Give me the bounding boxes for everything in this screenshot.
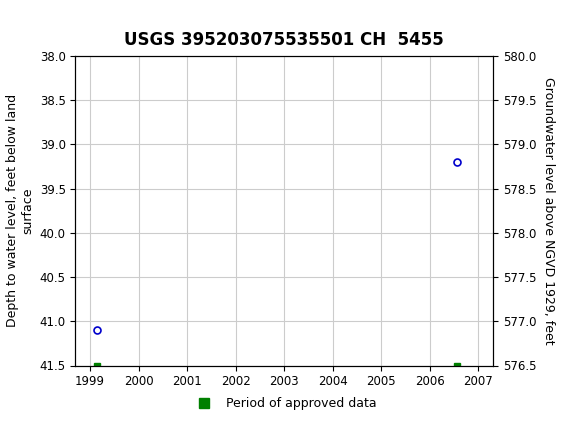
Title: USGS 395203075535501 CH  5455: USGS 395203075535501 CH 5455 (124, 31, 444, 49)
Y-axis label: Groundwater level above NGVD 1929, feet: Groundwater level above NGVD 1929, feet (542, 77, 555, 344)
Text: ▒USGS: ▒USGS (12, 9, 66, 30)
Y-axis label: Depth to water level, feet below land
surface: Depth to water level, feet below land su… (6, 94, 34, 327)
Legend: Period of approved data: Period of approved data (186, 392, 382, 415)
